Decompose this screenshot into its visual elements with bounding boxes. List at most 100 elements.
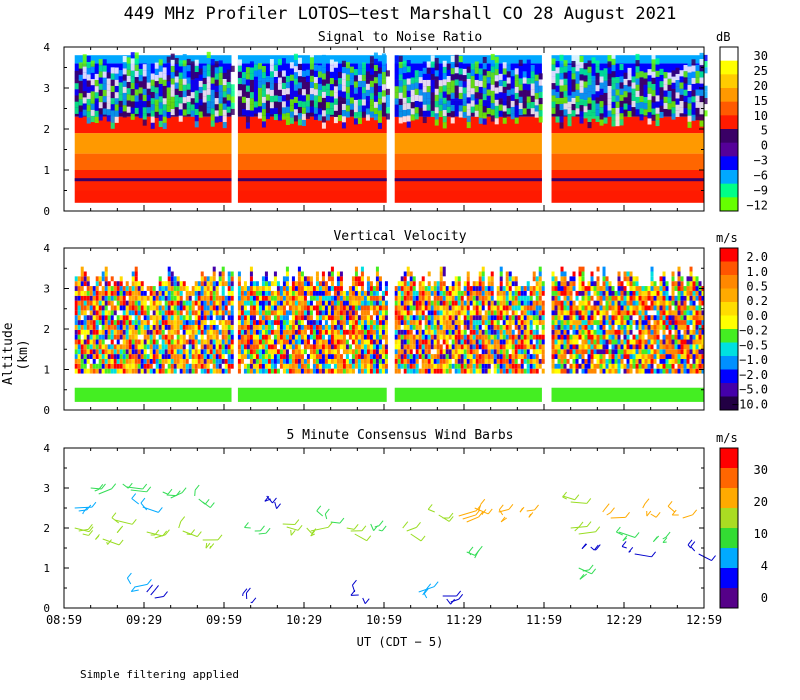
vv-cell xyxy=(638,344,642,350)
snr-texture-cell xyxy=(277,89,282,96)
vv-cell xyxy=(484,344,488,350)
vv-cell xyxy=(478,358,482,364)
vv-cell xyxy=(394,315,398,321)
vv-cell xyxy=(179,300,183,306)
vv-cell xyxy=(520,354,524,359)
vv-cell xyxy=(638,363,642,369)
vv-cell xyxy=(227,290,231,296)
vv-cell xyxy=(297,315,301,321)
vv-cell xyxy=(92,324,96,330)
vv-cell xyxy=(306,320,310,325)
vv-cell xyxy=(264,354,268,359)
snr-texture-cell xyxy=(122,105,127,112)
snr-texture-cell xyxy=(450,104,455,112)
vv-cell xyxy=(354,295,358,301)
snr-texture-cell xyxy=(607,73,612,80)
snr-texture-cell xyxy=(406,60,411,67)
vv-cell xyxy=(221,334,225,340)
snr-texture-cell xyxy=(430,92,435,99)
vv-cell xyxy=(632,281,636,287)
snr-texture-cell xyxy=(623,109,628,116)
vv-cell xyxy=(406,310,410,316)
snr-texture-cell xyxy=(82,91,87,98)
vv-cell xyxy=(212,329,216,335)
vv-cell xyxy=(104,334,108,340)
snr-texture-cell xyxy=(410,89,415,96)
vv-cell xyxy=(617,315,621,321)
vv-cell xyxy=(221,344,225,350)
vv-cell xyxy=(315,310,319,316)
snr-texture-cell xyxy=(321,104,326,111)
vv-cell xyxy=(569,276,573,282)
snr-texture-cell xyxy=(486,71,491,78)
vv-cell xyxy=(119,358,123,364)
snr-texture-cell xyxy=(406,103,411,110)
snr-texture-cell xyxy=(237,102,242,109)
snr-texture-cell xyxy=(357,80,362,88)
snr-texture-cell xyxy=(158,96,163,103)
vv-cell xyxy=(261,305,265,311)
snr-texture-cell xyxy=(474,86,479,93)
vv-cell xyxy=(381,315,385,321)
vv-cell xyxy=(406,290,410,296)
vv-cell xyxy=(436,300,440,306)
snr-texture-cell xyxy=(591,88,596,95)
vv-cell xyxy=(92,368,96,374)
snr-texture-cell xyxy=(253,70,258,77)
vv-cell xyxy=(460,310,464,316)
snr-texture-cell xyxy=(345,80,350,87)
vv-cell xyxy=(602,349,606,355)
vv-cell xyxy=(581,354,585,359)
vv-cell xyxy=(397,354,401,359)
vv-cell xyxy=(318,339,322,345)
vv-cell xyxy=(113,334,117,340)
vv-cell xyxy=(134,329,138,335)
vv-cell xyxy=(375,315,379,321)
vv-cell xyxy=(209,276,213,282)
vv-cell xyxy=(83,363,87,369)
snr-texture-cell xyxy=(329,96,334,103)
vv-cell xyxy=(143,290,147,296)
snr-texture-cell xyxy=(281,76,286,83)
snr-texture-cell xyxy=(619,113,624,120)
vv-cell xyxy=(499,334,503,340)
snr-texture-cell xyxy=(518,72,523,79)
snr-texture-cell xyxy=(643,66,648,73)
vv-cell xyxy=(258,290,262,296)
vv-cell xyxy=(249,344,253,350)
vv-cell xyxy=(98,281,102,287)
vv-cell xyxy=(143,300,147,306)
vv-cell xyxy=(406,363,410,369)
vv-cell xyxy=(554,276,558,282)
vv-cell xyxy=(354,339,358,345)
vv-cell xyxy=(227,295,231,301)
snr-texture-cell xyxy=(158,90,163,97)
vv-cell xyxy=(448,295,452,301)
vv-cell xyxy=(179,286,183,291)
vv-cell xyxy=(638,329,642,335)
vv-cell xyxy=(412,290,416,296)
vv-cell xyxy=(442,281,446,287)
vv-cell xyxy=(409,300,413,306)
vv-cell xyxy=(602,363,606,369)
snr-texture-cell xyxy=(418,95,423,102)
snr-texture-cell xyxy=(253,95,258,102)
vv-cell xyxy=(173,315,177,321)
vv-cell xyxy=(635,354,639,359)
vv-cell xyxy=(421,368,425,374)
vv-cell xyxy=(511,305,515,311)
vv-cell xyxy=(505,276,509,282)
vv-cell xyxy=(227,344,231,350)
vv-cell xyxy=(427,286,431,291)
vv-cell xyxy=(584,329,588,335)
vv-cell xyxy=(152,349,156,355)
vv-cell xyxy=(578,266,582,272)
vv-cell xyxy=(572,281,576,287)
snr-texture-cell xyxy=(611,114,616,121)
vv-cell xyxy=(270,358,274,364)
vv-cell xyxy=(406,281,410,287)
vv-cell xyxy=(191,300,195,306)
vv-cell xyxy=(164,290,168,296)
vv-cell xyxy=(620,339,624,345)
vv-cell xyxy=(538,315,542,321)
